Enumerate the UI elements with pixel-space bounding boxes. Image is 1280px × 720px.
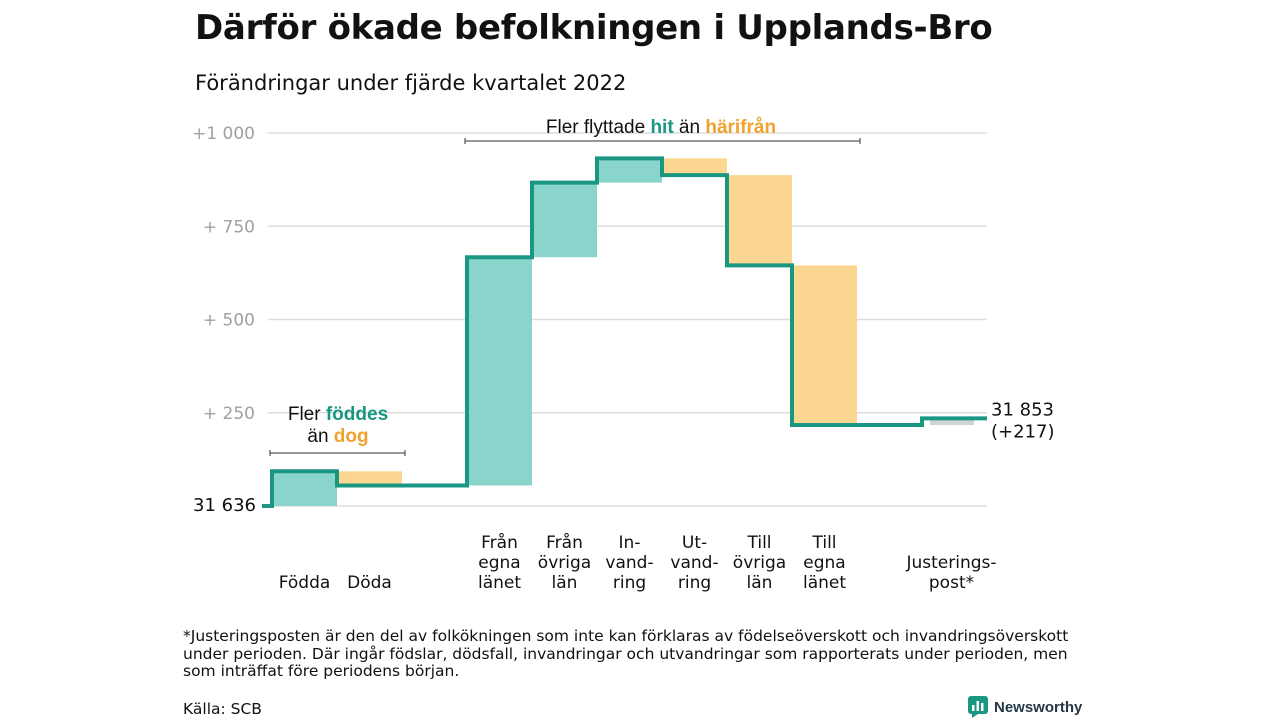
x-category-label: egna [478, 553, 520, 573]
x-category-label: Justerings- [905, 553, 996, 573]
y-tick-label: + 750 [203, 217, 255, 237]
decrease-bar [727, 175, 792, 266]
end-change-label: (+217) [991, 421, 1054, 442]
brand-logo: Newsworthy [968, 696, 1082, 718]
x-category-label: Döda [347, 573, 392, 593]
source-label: Källa: SCB [183, 700, 262, 718]
start-value-label: 31 636 [193, 495, 256, 516]
x-category-label: vand- [670, 553, 718, 573]
y-tick-label: +1 000 [192, 124, 255, 144]
births-annotation-line1: Fler föddes [288, 404, 388, 425]
x-category-label: In- [619, 533, 641, 553]
footnote: *Justeringsposten är den del av folkökni… [183, 627, 1069, 680]
brand-name: Newsworthy [994, 698, 1083, 716]
x-category-label: ring [613, 573, 646, 593]
chart-title: Därför ökade befolkningen i Upplands-Bro [195, 8, 993, 48]
x-category-label: övriga [733, 553, 786, 573]
x-category-label: ring [678, 573, 711, 593]
x-category-label: länet [478, 573, 521, 593]
x-category-label: Födda [279, 573, 331, 593]
increase-bar [272, 471, 337, 506]
increase-bar [467, 257, 532, 486]
adjustment-bar [930, 418, 974, 426]
x-category-label: vand- [605, 553, 653, 573]
increase-bar [532, 182, 597, 258]
chart-subtitle: Förändringar under fjärde kvartalet 2022 [195, 71, 627, 95]
x-category-label: Till [811, 533, 836, 553]
x-category-label: post* [929, 573, 974, 593]
x-category-label: Från [546, 532, 583, 553]
x-category-label: Ut- [682, 533, 707, 553]
y-tick-label: + 250 [203, 404, 255, 424]
x-category-label: Till [746, 533, 771, 553]
births-annotation-line2: än dog [307, 426, 368, 447]
x-category-label: Från [481, 532, 518, 553]
cumulative-step-line [262, 156, 987, 508]
decrease-bar [337, 471, 402, 486]
waterfall-chart: +1 000 + 750 + 500 + 250 31 636 31 853(+217) F… [192, 117, 1054, 593]
newsworthy-logo-icon [968, 696, 988, 718]
x-category-label: län [747, 573, 773, 593]
x-category-label: länet [803, 573, 846, 593]
end-value-label: 31 853 [991, 399, 1054, 420]
decrease-bar [662, 158, 727, 176]
increase-bar [597, 158, 662, 183]
migration-annotation: Fler flyttade hit än härifrån [546, 117, 776, 138]
decrease-bar [792, 265, 857, 426]
x-category-label: län [552, 573, 578, 593]
x-category-label: övriga [538, 553, 591, 573]
y-tick-label: + 500 [203, 311, 255, 331]
x-category-label: egna [803, 553, 845, 573]
